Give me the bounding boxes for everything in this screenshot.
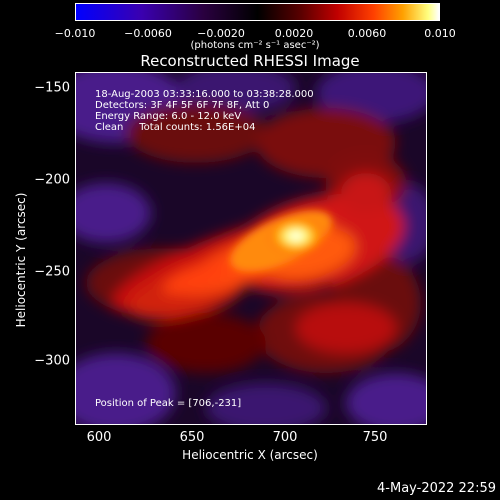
y-axis-label: Heliocentric Y (arcsec) [14,192,28,328]
colorbar-units: (photons cm⁻² s⁻¹ asec⁻²) [190,40,320,51]
x-axis-label: Heliocentric X (arcsec) [182,448,318,462]
colorbar-tick-label: −0.0020 [197,27,245,40]
y-tick-label: −250 [34,264,70,280]
colorbar-tick-label: −0.0060 [124,27,172,40]
rhessi-image [76,73,426,424]
x-tick-label: 750 [362,430,388,445]
overlay-time-range: 18-Aug-2003 03:33:16.000 to 03:38:28.000 [95,89,314,100]
colorbar-tick-label: −0.010 [54,27,96,40]
overlay-energy-range: Energy Range: 6.0 - 12.0 keV [95,111,242,122]
x-tick-label: 700 [272,430,298,445]
x-tick-label: 650 [179,430,205,445]
overlay-detectors: Detectors: 3F 4F 5F 6F 7F 8F, Att 0 [95,100,270,111]
image-frame [75,72,427,425]
x-tick-label: 600 [86,430,112,445]
overlay-clean-counts: Clean Total counts: 1.56E+04 [95,122,256,133]
y-tick-label: −150 [34,80,70,96]
timestamp: 4-May-2022 22:59 [377,481,496,496]
colorbar-tick-label: 0.0020 [274,27,314,40]
colorbar-tick-label: 0.0060 [347,27,387,40]
colorbar-tick-label: 0.010 [424,27,456,40]
overlay-peak-position: Position of Peak = [706,-231] [95,398,242,409]
plot-title: Reconstructed RHESSI Image [140,52,360,70]
y-tick-label: −300 [34,353,70,369]
y-tick-label: −200 [34,172,70,188]
colorbar [75,3,440,21]
